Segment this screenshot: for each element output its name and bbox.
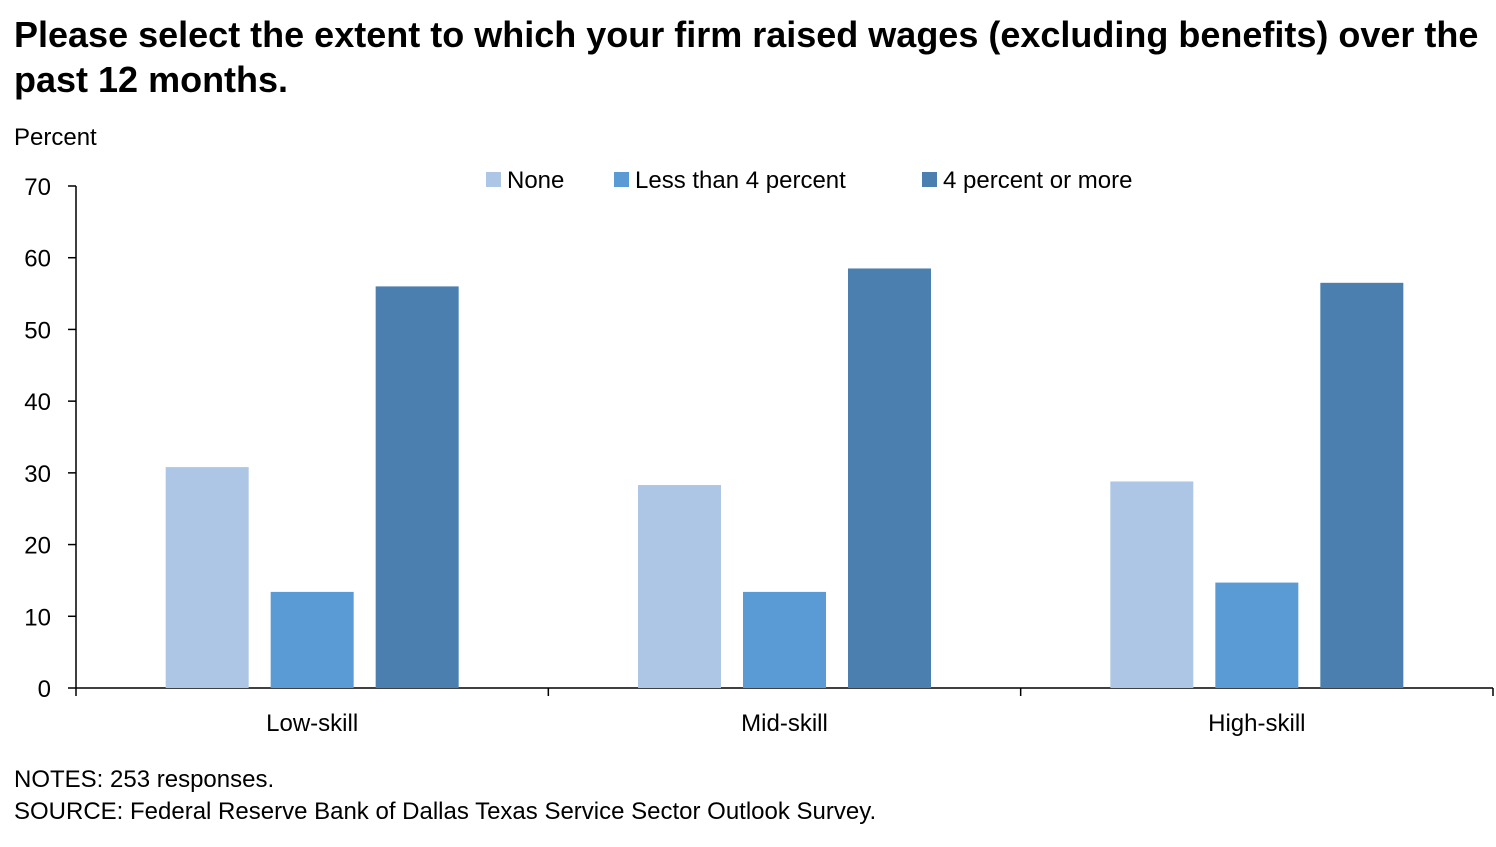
bar xyxy=(1215,582,1299,688)
notes-line: NOTES: 253 responses. xyxy=(14,766,275,793)
y-tick-label: 60 xyxy=(24,246,51,273)
bar xyxy=(165,467,249,688)
source-line: SOURCE: Federal Reserve Bank of Dallas T… xyxy=(14,798,877,825)
y-tick-label: 50 xyxy=(24,317,51,344)
y-axis-label: Percent xyxy=(14,124,97,151)
bar xyxy=(743,591,826,688)
y-tick-label: 40 xyxy=(24,389,51,416)
y-tick-label: 30 xyxy=(24,461,51,488)
x-tick-label: Mid-skill xyxy=(741,710,828,737)
legend-swatch xyxy=(922,172,937,187)
legend-label: 4 percent or more xyxy=(943,167,1132,194)
bar xyxy=(270,591,354,688)
legend-label: None xyxy=(507,167,564,194)
legend-label: Less than 4 percent xyxy=(635,167,846,194)
y-tick-label: 10 xyxy=(24,604,51,631)
bar xyxy=(848,268,931,688)
legend-swatch xyxy=(486,172,501,187)
y-tick-label: 0 xyxy=(38,676,51,703)
x-tick-label: Low-skill xyxy=(266,710,358,737)
footnotes: NOTES: 253 responses. SOURCE: Federal Re… xyxy=(14,764,876,828)
bar xyxy=(638,485,721,688)
chart-title: Please select the extent to which your f… xyxy=(14,14,1479,100)
y-tick-label: 20 xyxy=(24,533,51,560)
x-tick-label: High-skill xyxy=(1208,710,1305,737)
bar xyxy=(375,286,459,688)
bar xyxy=(1110,481,1194,688)
bar xyxy=(1320,282,1404,688)
y-tick-label: 70 xyxy=(24,174,51,201)
legend-swatch xyxy=(614,172,629,187)
